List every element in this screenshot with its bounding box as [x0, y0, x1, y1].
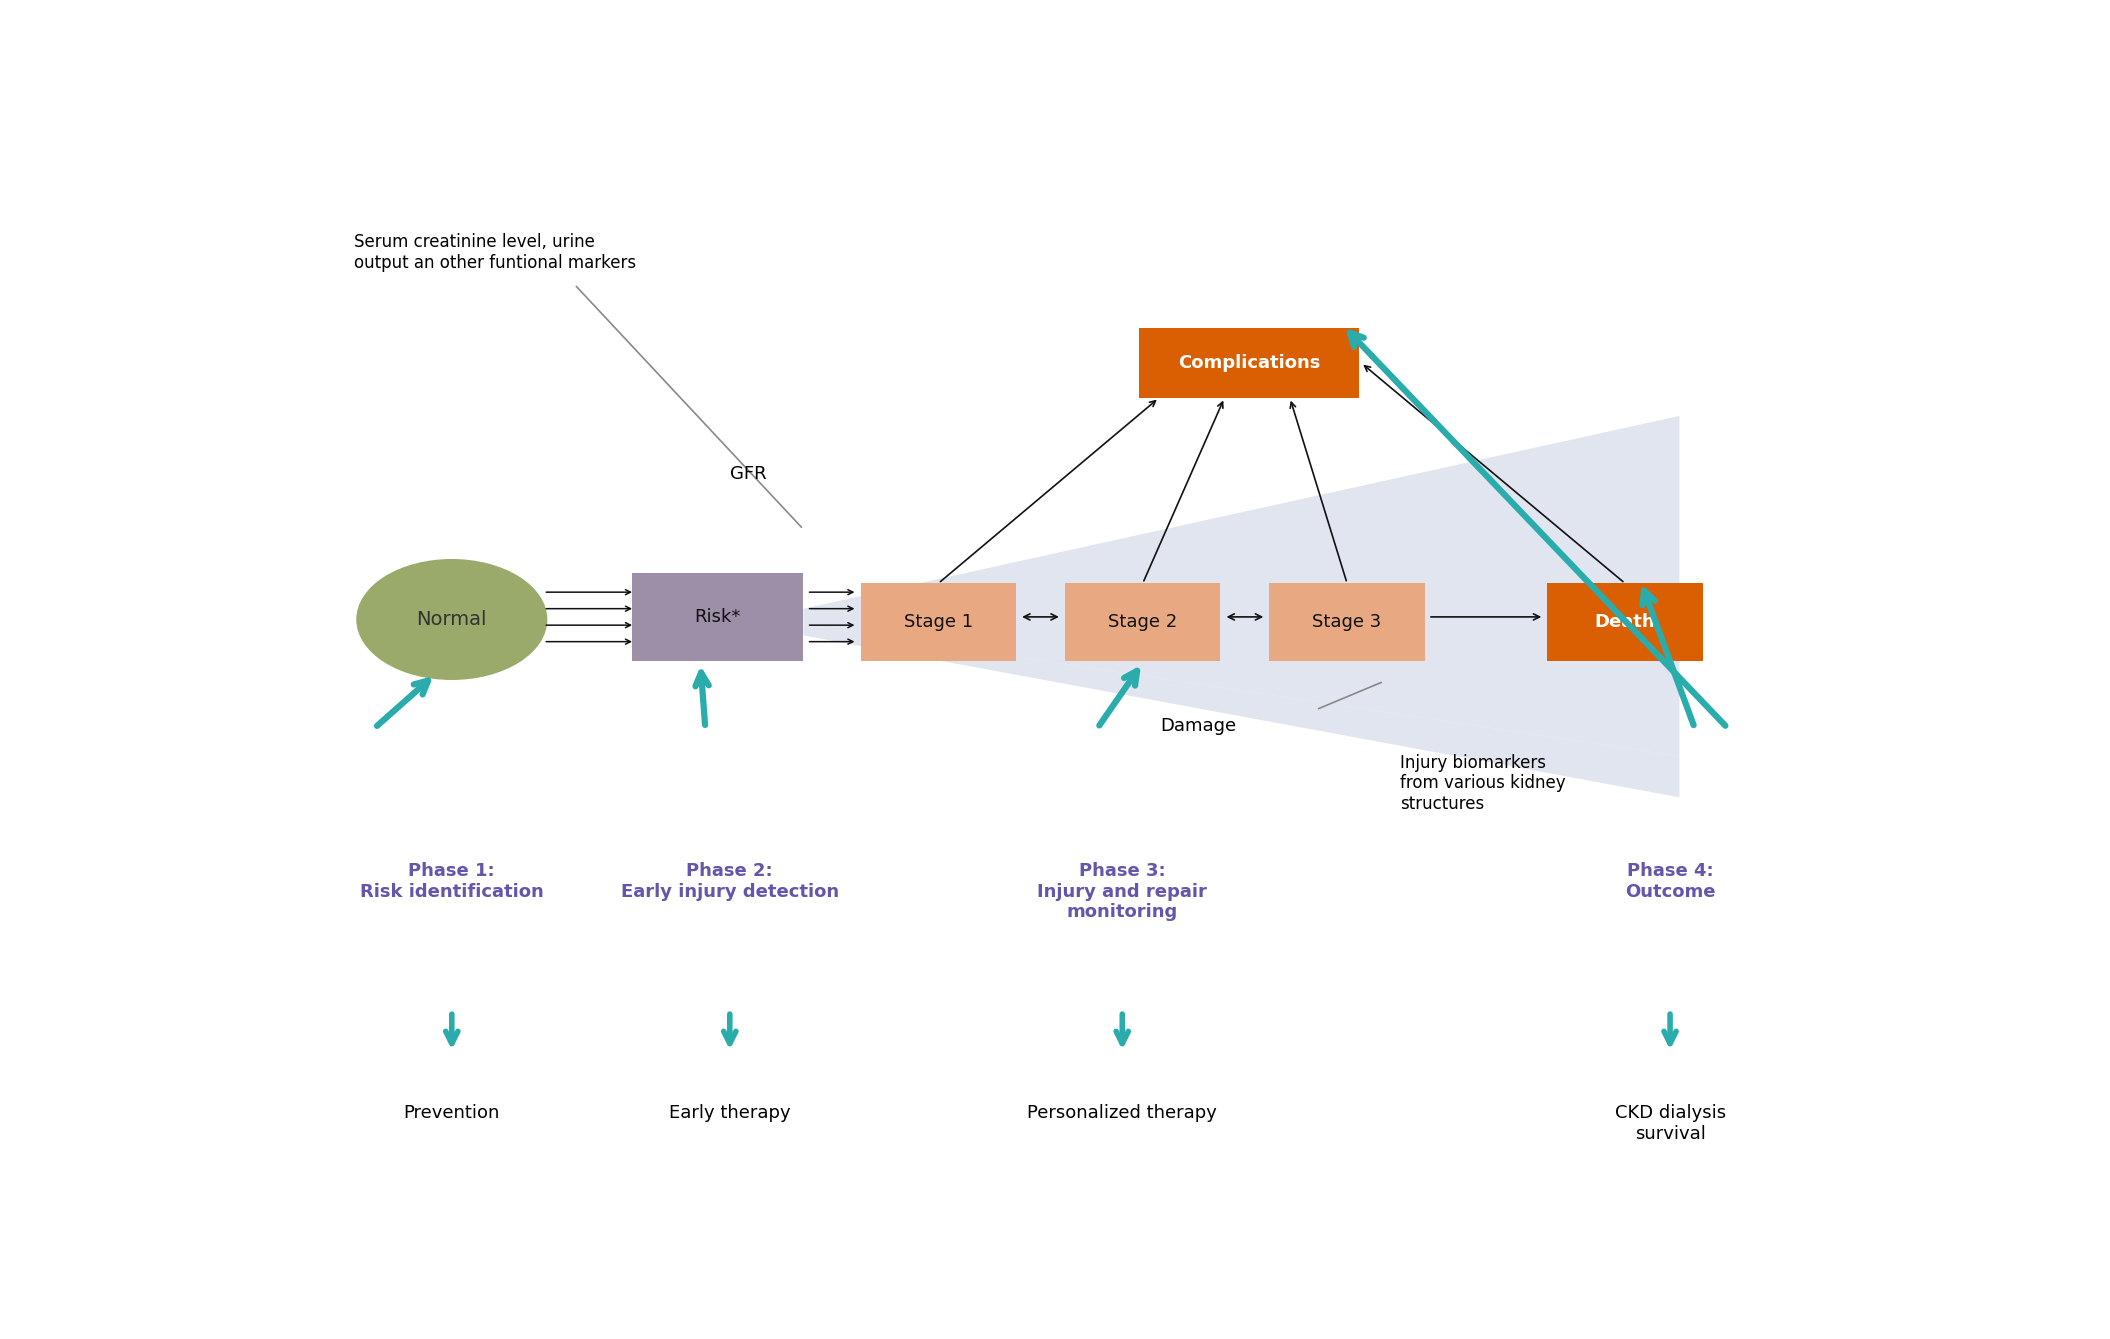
- Text: Serum creatinine level, urine
output an other funtional markers: Serum creatinine level, urine output an …: [354, 233, 635, 272]
- Circle shape: [357, 560, 546, 679]
- FancyBboxPatch shape: [1270, 584, 1424, 660]
- Text: Phase 4:
Outcome: Phase 4: Outcome: [1625, 862, 1715, 901]
- Text: Risk*: Risk*: [694, 608, 741, 625]
- Text: Injury biomarkers
from various kidney
structures: Injury biomarkers from various kidney st…: [1401, 754, 1566, 813]
- Text: Stage 1: Stage 1: [903, 613, 973, 631]
- Text: Phase 2:
Early injury detection: Phase 2: Early injury detection: [620, 862, 840, 901]
- FancyBboxPatch shape: [1066, 584, 1220, 660]
- Text: Death: Death: [1595, 613, 1656, 631]
- Text: Phase 1:
Risk identification: Phase 1: Risk identification: [361, 862, 544, 901]
- Text: Damage: Damage: [1160, 718, 1236, 735]
- Text: Early therapy: Early therapy: [669, 1105, 791, 1122]
- Text: Phase 3:
Injury and repair
monitoring: Phase 3: Injury and repair monitoring: [1038, 862, 1207, 921]
- Text: GFR: GFR: [730, 465, 766, 483]
- FancyBboxPatch shape: [631, 573, 804, 660]
- Text: Stage 2: Stage 2: [1108, 613, 1177, 631]
- Text: Personalized therapy: Personalized therapy: [1028, 1105, 1217, 1122]
- Text: Prevention: Prevention: [403, 1105, 500, 1122]
- Text: CKD dialysis
survival: CKD dialysis survival: [1614, 1105, 1726, 1144]
- Text: Stage 3: Stage 3: [1312, 613, 1382, 631]
- FancyBboxPatch shape: [1139, 328, 1359, 398]
- Polygon shape: [804, 416, 1680, 757]
- Text: Normal: Normal: [416, 611, 487, 629]
- FancyBboxPatch shape: [861, 584, 1017, 660]
- Polygon shape: [804, 625, 1680, 797]
- FancyBboxPatch shape: [1547, 584, 1703, 660]
- Text: Complications: Complications: [1177, 353, 1321, 372]
